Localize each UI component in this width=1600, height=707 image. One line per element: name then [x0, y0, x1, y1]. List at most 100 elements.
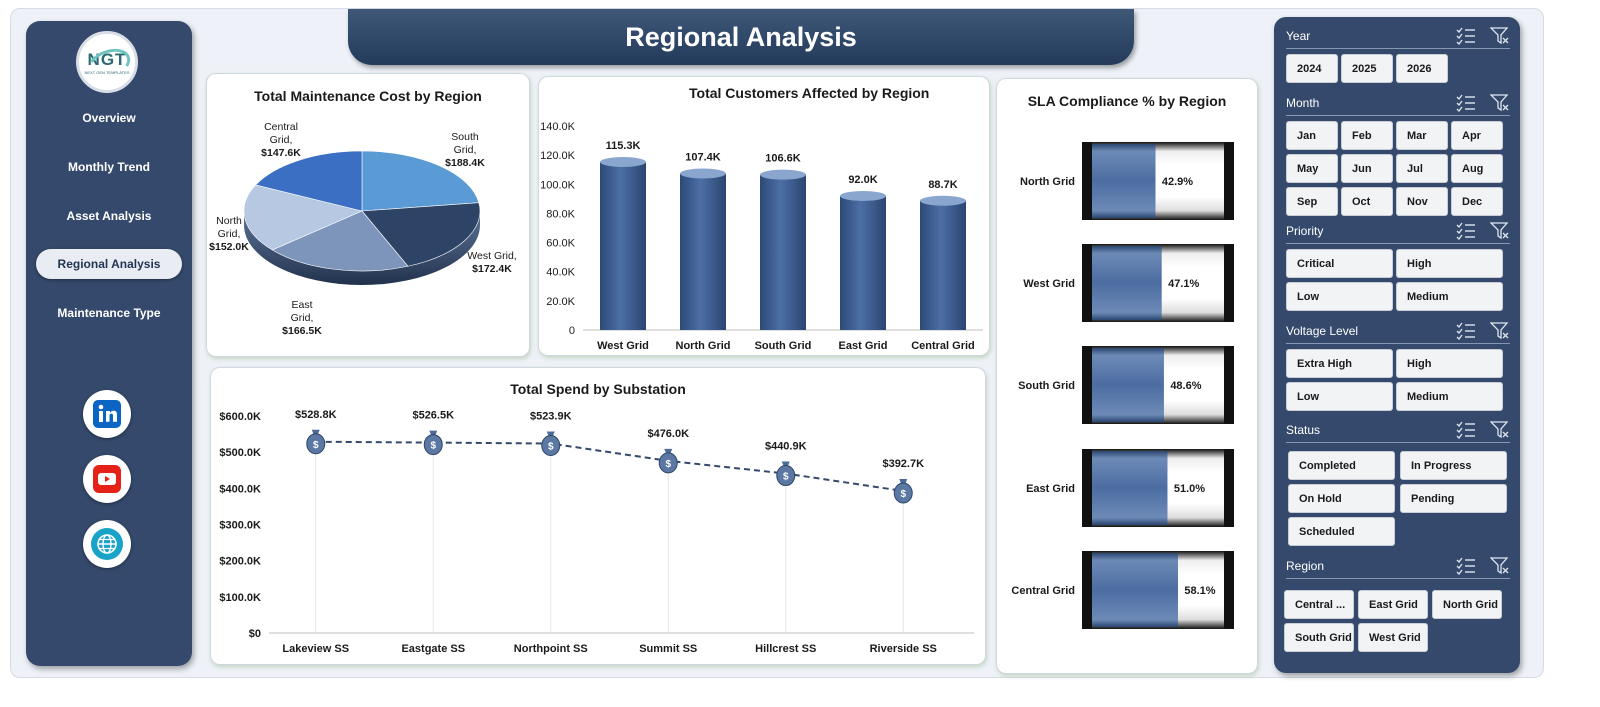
- money-bag-icon[interactable]: $: [893, 478, 913, 504]
- voltage-option-low[interactable]: Low: [1286, 382, 1393, 411]
- title-banner: Regional Analysis: [348, 9, 1134, 65]
- region-option-east-grid[interactable]: East Grid: [1358, 590, 1428, 619]
- y-tick-label: 60.0K: [546, 238, 575, 250]
- bar-north-grid[interactable]: [680, 173, 726, 330]
- region-option-north-grid[interactable]: North Grid: [1432, 590, 1502, 619]
- sla-bar-cap: [1082, 142, 1092, 220]
- y-tick-label: 140.0K: [540, 121, 576, 133]
- voltage-option-high[interactable]: High: [1396, 349, 1503, 378]
- year-option-2025[interactable]: 2025: [1341, 54, 1393, 83]
- pie-side: [244, 211, 480, 285]
- priority-option-low[interactable]: Low: [1286, 282, 1393, 311]
- month-option-jan[interactable]: Jan: [1286, 121, 1338, 150]
- month-option-aug[interactable]: Aug: [1451, 154, 1503, 183]
- month-option-mar[interactable]: Mar: [1396, 121, 1448, 150]
- status-option-in-progress[interactable]: In Progress: [1400, 451, 1507, 480]
- region-option-west-grid[interactable]: West Grid: [1358, 623, 1428, 652]
- sla-bar-west-grid[interactable]: [1092, 246, 1162, 320]
- priority-option-critical[interactable]: Critical: [1286, 249, 1393, 278]
- nav-maintenance-type[interactable]: Maintenance Type: [57, 306, 161, 320]
- month-option-dec[interactable]: Dec: [1451, 187, 1503, 216]
- bar-cap: [600, 156, 646, 167]
- pie-slice-central-grid[interactable]: [255, 150, 363, 212]
- page-title: Regional Analysis: [625, 21, 857, 52]
- multi-select-icon[interactable]: [1456, 322, 1476, 340]
- clear-filter-icon[interactable]: [1490, 27, 1510, 45]
- pie-slice-south-grid[interactable]: [361, 150, 480, 212]
- pie-slice-west-grid[interactable]: [361, 202, 481, 267]
- month-option-jun[interactable]: Jun: [1341, 154, 1393, 183]
- month-option-feb[interactable]: Feb: [1341, 121, 1393, 150]
- month-option-may[interactable]: May: [1286, 154, 1338, 183]
- bar-data-label: 106.6K: [765, 153, 801, 165]
- multi-select-icon[interactable]: [1456, 421, 1476, 439]
- year-slicer-header: Year: [1286, 25, 1510, 49]
- status-option-pending[interactable]: Pending: [1400, 484, 1507, 513]
- sla-bar-east-grid[interactable]: [1092, 451, 1168, 525]
- sla-bar-south-grid[interactable]: [1092, 348, 1164, 422]
- pie-slice-north-grid[interactable]: [243, 184, 363, 251]
- bar-chart-card: Total Customers Affected by Region 0 20.0…: [538, 76, 990, 356]
- voltage-option-extra-high[interactable]: Extra High: [1286, 349, 1393, 378]
- bar-west-grid[interactable]: [600, 161, 646, 330]
- multi-select-icon[interactable]: [1456, 94, 1476, 112]
- nav-overview[interactable]: Overview: [82, 111, 136, 125]
- sla-category-label: West Grid: [1023, 278, 1075, 290]
- bar-cap: [920, 195, 966, 206]
- bar-central-grid[interactable]: [920, 200, 966, 330]
- svg-text:$: $: [430, 441, 436, 452]
- clear-filter-icon[interactable]: [1490, 94, 1510, 112]
- month-option-apr[interactable]: Apr: [1451, 121, 1503, 150]
- sla-bar-central-grid[interactable]: [1092, 553, 1178, 627]
- multi-select-icon[interactable]: [1456, 27, 1476, 45]
- nav-monthly-trend[interactable]: Monthly Trend: [68, 160, 150, 174]
- sla-bar-north-grid[interactable]: [1092, 144, 1156, 218]
- bar-data-label: 88.7K: [928, 179, 957, 191]
- x-tick-label: Lakeview SS: [282, 643, 349, 655]
- status-option-scheduled[interactable]: Scheduled: [1288, 517, 1395, 546]
- money-bag-icon[interactable]: $: [306, 429, 326, 455]
- linkedin-button[interactable]: [83, 390, 131, 438]
- priority-option-high[interactable]: High: [1396, 249, 1503, 278]
- website-button[interactable]: [83, 520, 131, 568]
- status-slicer-label: Status: [1286, 423, 1321, 437]
- pie-slice-east-grid[interactable]: [271, 210, 409, 272]
- youtube-button[interactable]: [83, 455, 131, 503]
- money-bag-icon[interactable]: $: [541, 431, 561, 457]
- bar-east-grid[interactable]: [840, 195, 886, 330]
- voltage-slicer-label: Voltage Level: [1286, 324, 1359, 338]
- priority-slicer-label: Priority: [1286, 224, 1324, 238]
- month-option-oct[interactable]: Oct: [1341, 187, 1393, 216]
- sla-bar-cap: [1082, 244, 1092, 322]
- region-option-south-grid[interactable]: South Grid: [1284, 623, 1354, 652]
- month-option-sep[interactable]: Sep: [1286, 187, 1338, 216]
- bar-south-grid[interactable]: [760, 174, 806, 330]
- region-option-central[interactable]: Central ...: [1284, 590, 1354, 619]
- clear-filter-icon[interactable]: [1490, 421, 1510, 439]
- nav-regional-analysis[interactable]: Regional Analysis: [36, 249, 182, 279]
- y-tick-label: 100.0K: [540, 179, 576, 191]
- pie-chart-title: Total Maintenance Cost by Region: [254, 88, 482, 104]
- priority-option-medium[interactable]: Medium: [1396, 282, 1503, 311]
- month-slicer-header: Month: [1286, 92, 1510, 116]
- voltage-option-medium[interactable]: Medium: [1396, 382, 1503, 411]
- bar-data-label: 92.0K: [848, 174, 877, 186]
- money-bag-icon[interactable]: $: [776, 461, 796, 487]
- clear-filter-icon[interactable]: [1490, 557, 1510, 575]
- status-option-completed[interactable]: Completed: [1288, 451, 1395, 480]
- multi-select-icon[interactable]: [1456, 557, 1476, 575]
- money-bag-icon[interactable]: $: [658, 448, 678, 474]
- nav-asset-analysis[interactable]: Asset Analysis: [66, 209, 152, 223]
- month-option-jul[interactable]: Jul: [1396, 154, 1448, 183]
- month-option-nov[interactable]: Nov: [1396, 187, 1448, 216]
- clear-filter-icon[interactable]: [1490, 322, 1510, 340]
- money-bag-icon[interactable]: $: [423, 430, 443, 456]
- bar-data-label: 107.4K: [685, 152, 721, 164]
- sla-data-label: 58.1%: [1184, 585, 1215, 597]
- year-option-2024[interactable]: 2024: [1286, 54, 1338, 83]
- clear-filter-icon[interactable]: [1490, 222, 1510, 240]
- year-option-2026[interactable]: 2026: [1396, 54, 1448, 83]
- status-option-on-hold[interactable]: On Hold: [1288, 484, 1395, 513]
- multi-select-icon[interactable]: [1456, 222, 1476, 240]
- region-slicer-label: Region: [1286, 559, 1325, 573]
